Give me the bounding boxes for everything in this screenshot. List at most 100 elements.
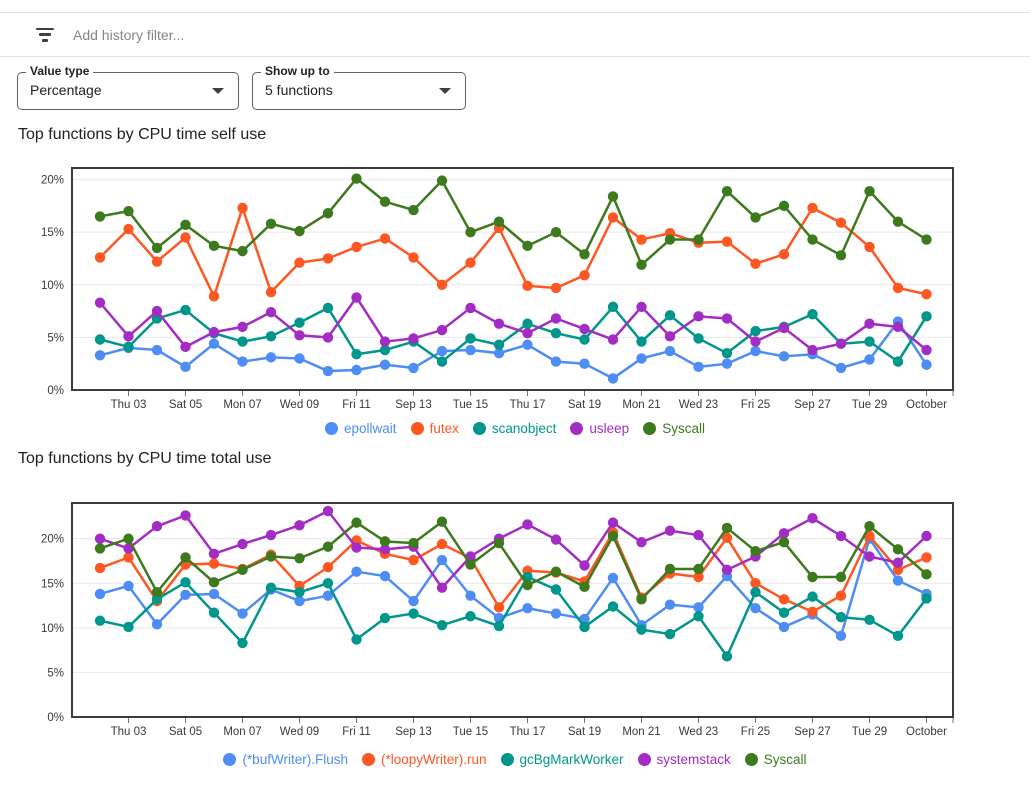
data-point[interactable]: [607, 373, 619, 384]
data-point[interactable]: [750, 603, 761, 614]
data-point[interactable]: [436, 516, 448, 527]
data-point[interactable]: [322, 208, 334, 219]
data-point[interactable]: [721, 185, 733, 197]
data-point[interactable]: [265, 582, 277, 593]
data-point[interactable]: [693, 571, 704, 583]
history-filter-bar[interactable]: Add history filter...: [0, 13, 1030, 56]
data-point[interactable]: [721, 358, 733, 369]
data-point[interactable]: [750, 586, 761, 598]
data-point[interactable]: [607, 212, 619, 223]
data-point[interactable]: [721, 564, 733, 576]
data-point[interactable]: [607, 572, 619, 584]
data-point[interactable]: [921, 593, 932, 604]
data-point[interactable]: [493, 318, 505, 329]
data-point[interactable]: [807, 309, 818, 320]
data-point[interactable]: [750, 258, 761, 269]
data-point[interactable]: [265, 352, 277, 363]
data-point[interactable]: [835, 590, 847, 601]
data-point[interactable]: [579, 581, 590, 593]
data-point[interactable]: [94, 562, 106, 574]
data-point[interactable]: [94, 334, 106, 345]
data-point[interactable]: [778, 249, 790, 260]
data-point[interactable]: [778, 528, 790, 539]
data-point[interactable]: [208, 558, 220, 569]
data-point[interactable]: [607, 191, 619, 202]
data-point[interactable]: [579, 270, 590, 281]
data-point[interactable]: [579, 621, 590, 633]
data-point[interactable]: [265, 218, 277, 229]
data-point[interactable]: [408, 537, 419, 549]
data-point[interactable]: [721, 651, 733, 662]
data-point[interactable]: [237, 202, 248, 214]
data-point[interactable]: [493, 216, 505, 227]
data-point[interactable]: [636, 301, 647, 313]
data-point[interactable]: [123, 580, 134, 592]
data-point[interactable]: [436, 175, 448, 186]
data-point[interactable]: [579, 249, 590, 260]
data-point[interactable]: [721, 313, 733, 324]
data-point[interactable]: [294, 330, 305, 341]
data-point[interactable]: [208, 548, 220, 560]
data-point[interactable]: [123, 552, 134, 563]
data-point[interactable]: [436, 619, 448, 631]
data-point[interactable]: [607, 334, 619, 345]
data-point[interactable]: [379, 612, 391, 624]
data-point[interactable]: [750, 578, 761, 589]
data-point[interactable]: [351, 517, 362, 528]
data-point[interactable]: [778, 351, 790, 362]
data-point[interactable]: [778, 607, 790, 618]
data-point[interactable]: [265, 286, 277, 298]
data-point[interactable]: [151, 242, 163, 254]
data-point[interactable]: [322, 365, 334, 377]
data-point[interactable]: [294, 225, 305, 237]
data-point[interactable]: [436, 582, 448, 593]
data-point[interactable]: [180, 552, 191, 563]
data-point[interactable]: [550, 282, 562, 294]
data-point[interactable]: [550, 313, 562, 324]
data-point[interactable]: [180, 510, 191, 521]
data-point[interactable]: [550, 327, 562, 339]
data-point[interactable]: [351, 566, 362, 577]
data-point[interactable]: [322, 332, 334, 343]
data-point[interactable]: [892, 282, 904, 294]
data-point[interactable]: [180, 219, 191, 231]
data-point[interactable]: [579, 358, 590, 369]
data-point[interactable]: [322, 590, 334, 601]
data-point[interactable]: [351, 173, 362, 184]
data-point[interactable]: [522, 318, 533, 329]
data-point[interactable]: [721, 347, 733, 359]
data-point[interactable]: [465, 333, 476, 344]
data-point[interactable]: [579, 323, 590, 335]
data-point[interactable]: [408, 252, 419, 263]
data-point[interactable]: [921, 234, 932, 245]
data-point[interactable]: [864, 354, 875, 365]
data-point[interactable]: [750, 336, 761, 347]
data-point[interactable]: [493, 339, 505, 350]
data-point[interactable]: [636, 353, 647, 364]
data-point[interactable]: [835, 217, 847, 228]
data-point[interactable]: [123, 621, 134, 633]
data-point[interactable]: [322, 562, 334, 573]
data-point[interactable]: [664, 628, 676, 640]
value-type-select[interactable]: Value type Percentage: [17, 64, 239, 110]
data-point[interactable]: [123, 331, 134, 342]
data-point[interactable]: [892, 216, 904, 227]
data-point[interactable]: [807, 202, 818, 214]
data-point[interactable]: [379, 233, 391, 244]
data-point[interactable]: [550, 584, 562, 595]
data-point[interactable]: [921, 552, 932, 563]
data-point[interactable]: [351, 634, 362, 645]
data-point[interactable]: [294, 353, 305, 364]
data-point[interactable]: [322, 253, 334, 264]
data-point[interactable]: [835, 530, 847, 542]
data-point[interactable]: [892, 321, 904, 333]
data-point[interactable]: [208, 291, 220, 302]
data-point[interactable]: [94, 588, 106, 600]
data-point[interactable]: [94, 543, 106, 554]
data-point[interactable]: [322, 541, 334, 552]
data-point[interactable]: [151, 520, 163, 532]
data-point[interactable]: [379, 536, 391, 547]
data-point[interactable]: [693, 234, 704, 245]
data-point[interactable]: [237, 321, 248, 333]
data-point[interactable]: [807, 606, 818, 617]
